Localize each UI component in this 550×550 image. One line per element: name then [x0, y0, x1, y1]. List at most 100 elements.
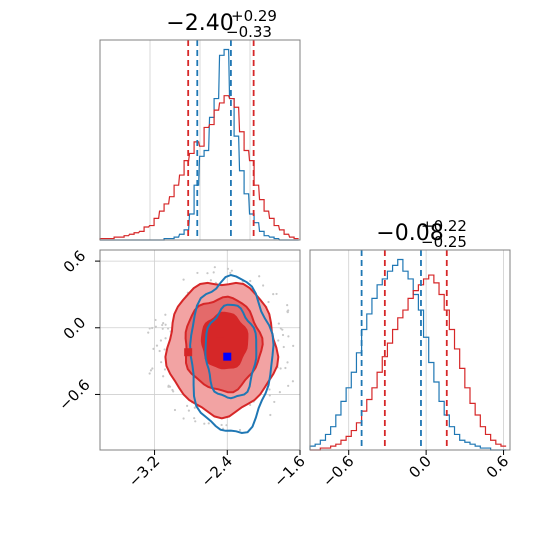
hist2-title-median: −0.08 [376, 221, 443, 246]
contour-scatter-point [161, 323, 164, 327]
hist2-quantile-lines [360, 250, 448, 450]
contour-scatter-point [268, 394, 271, 397]
contour-scatter-point [149, 369, 153, 372]
contour-scatter-point [152, 347, 155, 350]
contour-scatter-point [278, 391, 281, 394]
contour-scatter-point [173, 408, 177, 412]
contour-scatter-point [279, 367, 282, 370]
contour-scatter-point [159, 339, 163, 342]
contour-scatter-point [225, 424, 228, 427]
contour-scatter-point [151, 326, 154, 330]
contour-blue-level [204, 303, 258, 400]
contour-x-tick-label: −3.2 [125, 452, 163, 490]
histogram-panel-param1: −2.40 +0.29 −0.33 [99, 7, 301, 241]
contour-red-marker [184, 348, 193, 357]
contour-y-tick-label: −0.6 [55, 376, 93, 414]
contour-scatter-point [287, 384, 290, 387]
contour-scatter-point [268, 388, 271, 391]
hist1-quantile-lines [187, 40, 255, 240]
contour-scatter-point [158, 349, 161, 353]
contour-scatter-point [166, 327, 170, 330]
hist2-title-minus: −0.25 [421, 233, 467, 251]
hist2-x-ticks: −0.6 0.0 0.6 [319, 450, 512, 491]
contour-x-tick-label: −1.6 [270, 452, 308, 490]
contour-scatter-point [213, 266, 216, 269]
hist1-title-plus: +0.29 [231, 7, 277, 25]
contour-scatter-point [148, 372, 151, 375]
contour-scatter-point [167, 385, 170, 388]
contour-scatter-point [220, 423, 223, 427]
contour-scatter-point [273, 400, 276, 404]
hist2-x-tick-label: −0.6 [319, 452, 357, 490]
contour-x-ticks: −3.2 −2.4 −1.6 [125, 450, 309, 491]
contour-scatter-point [262, 284, 265, 287]
hist2-x-tick-label: 0.6 [483, 452, 513, 482]
contour-scatter-point [163, 368, 167, 371]
contour-scatter-point [148, 327, 151, 330]
contour-scatter-point [229, 271, 232, 274]
contour-red-marker [216, 329, 224, 338]
contour-scatter-point [186, 404, 189, 408]
hist1-series [99, 48, 299, 241]
contour-scatter-point [193, 417, 196, 420]
contour-frame [99, 249, 301, 451]
hist2-blue-histogram [309, 258, 507, 451]
contour-scatter-point [267, 300, 270, 304]
contour-scatter-point [155, 344, 159, 347]
contour-scatter-point [209, 279, 212, 282]
contour-scatter-point [182, 417, 185, 420]
contour-scatter-point [161, 327, 164, 330]
contour-scatter-point [230, 269, 233, 272]
contour-scatter-point [162, 375, 165, 378]
contour-scatter-point [203, 422, 206, 425]
contour-scatter-point [286, 304, 289, 307]
contour-scatter-point [187, 409, 191, 412]
hist2-x-tick-label: 0.0 [405, 452, 435, 482]
contour-scatter-point [154, 325, 157, 328]
contour-scatter-point [281, 333, 285, 337]
contour-scatter-point [249, 279, 252, 283]
hist2-grid [348, 250, 504, 450]
contour-x-tick-label: −2.4 [198, 452, 236, 490]
contour-scatter-point [151, 367, 154, 370]
contour-scatter-point [292, 344, 295, 347]
hist1-grid [149, 40, 251, 240]
contour-scatter-point [282, 345, 285, 349]
contour-scatter-point [171, 388, 174, 392]
hist2-series [309, 258, 507, 451]
contour-scatter-point [162, 321, 165, 325]
contour-scatter-point [286, 361, 289, 364]
contour-y-tick-label: 0.6 [60, 247, 90, 277]
contour-scatter-point [196, 271, 199, 275]
contour-scatter-point [281, 328, 284, 331]
hist1-title-median: −2.40 [166, 11, 233, 36]
contour-scatter-point [206, 272, 209, 275]
contour-scatter-point [147, 331, 150, 334]
contour-red-level [200, 311, 249, 370]
hist1-frame [99, 39, 301, 241]
contour-scatter-point [286, 311, 289, 314]
contour-scatter-point [277, 339, 280, 342]
contour-scatter-point [287, 309, 290, 312]
contour-markers [184, 329, 232, 361]
contour-scatter-point [291, 380, 295, 383]
contour-scatter-point [277, 322, 280, 325]
contour-panel: −3.2 −2.4 −1.6 −0.6 0.0 0.6 [55, 247, 309, 491]
contour-scatter-point [284, 366, 287, 370]
contour-scatter-point [154, 318, 157, 322]
contour-scatter-point [164, 337, 167, 340]
contour-scatter-point [164, 323, 167, 326]
hist1-red-histogram [99, 95, 299, 240]
contour-scatter-point [249, 403, 252, 407]
contour-scatter-point [275, 292, 278, 296]
contour-red-levels [164, 281, 280, 420]
hist2-frame [309, 249, 511, 451]
hist2-title-plus: +0.22 [421, 217, 467, 235]
contour-y-tick-label: 0.0 [60, 313, 90, 343]
contour-scatter-point [163, 348, 166, 351]
contour-scatter-point [193, 406, 196, 409]
contour-y-ticks: −0.6 0.0 0.6 [55, 247, 100, 414]
histogram-panel-param2: −0.08 +0.22 −0.25 −0.6 0.0 0.6 [309, 217, 512, 491]
contour-scatter-point [269, 413, 272, 417]
